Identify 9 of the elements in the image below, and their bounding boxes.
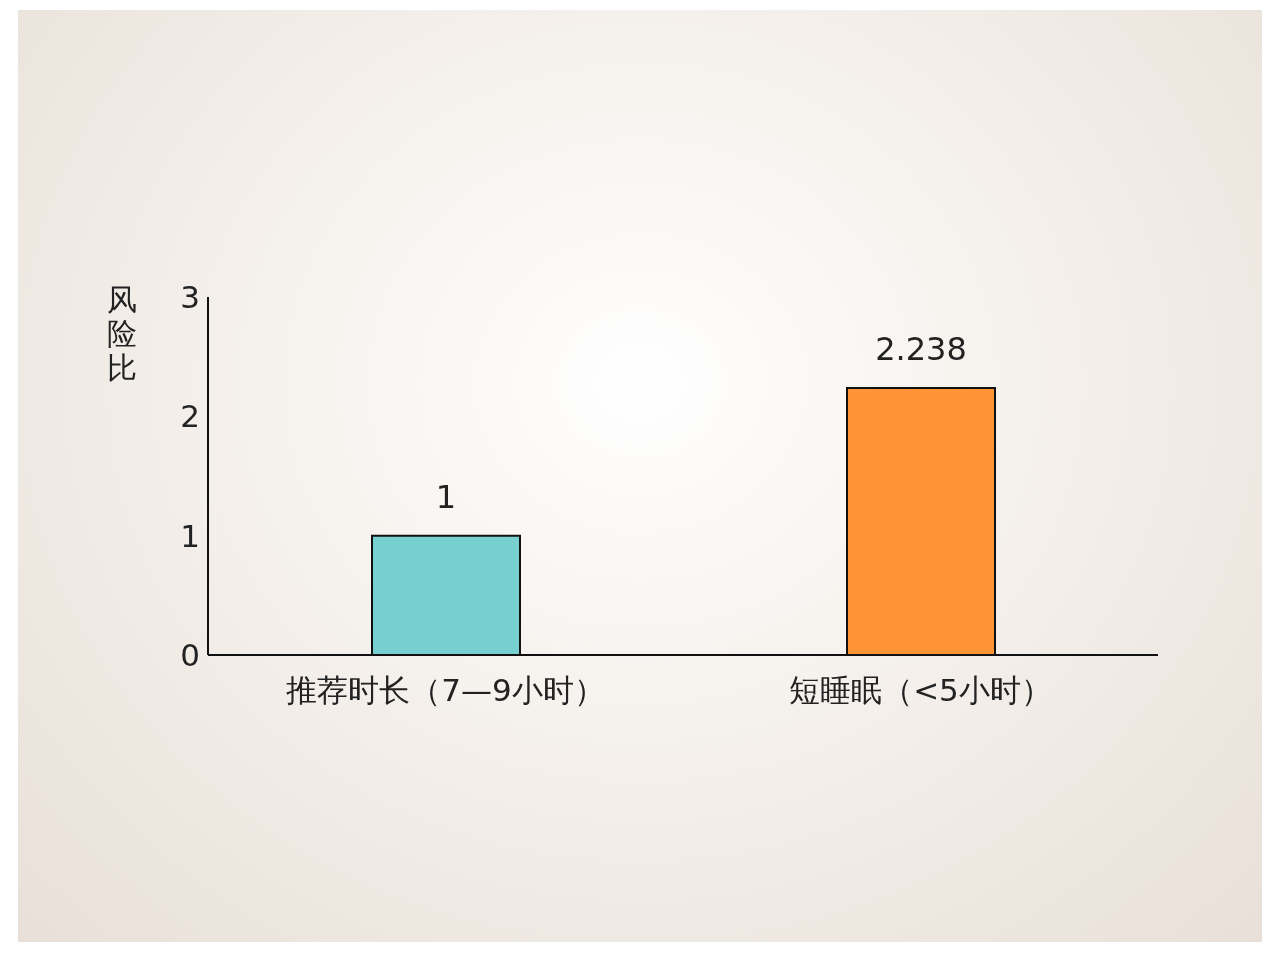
data-label: 1 bbox=[435, 477, 457, 516]
data-label: 2.238 bbox=[875, 329, 967, 368]
y-tick-label: 3 bbox=[180, 279, 200, 316]
x-tick-label: 短睡眠（<5小时） bbox=[789, 672, 1052, 709]
y-tick-label: 2 bbox=[180, 398, 200, 435]
y-tick-label: 1 bbox=[180, 517, 200, 554]
x-tick-label: 推荐时长（7—9小时） bbox=[286, 672, 605, 709]
y-tick-label: 0 bbox=[180, 637, 200, 674]
y-axis-title: 风险比 bbox=[107, 282, 137, 385]
